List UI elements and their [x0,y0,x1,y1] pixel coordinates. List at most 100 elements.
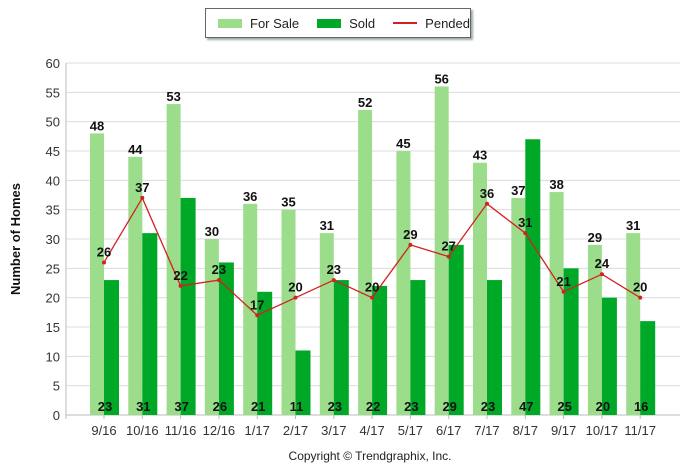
label-pended: 23 [212,262,226,277]
bar-sold [257,291,273,415]
label-for-sale: 29 [588,230,602,245]
label-sold: 16 [634,399,648,414]
bar-for-sale [473,162,487,415]
label-pended: 20 [365,280,379,295]
point-pended [561,289,566,294]
label-for-sale: 56 [434,71,448,86]
label-pended: 20 [633,280,647,295]
bar-sold [142,233,158,415]
label-sold: 22 [366,399,380,414]
point-pended [102,260,106,265]
bar-sold [563,268,579,415]
x-tick-label: 10/16 [126,423,159,438]
y-tick-label: 55 [46,85,60,100]
x-tick-label: 11/16 [165,423,197,438]
x-tick-label: 11/17 [624,423,656,438]
legend-swatch [317,18,342,28]
label-for-sale: 48 [90,118,104,133]
legend-label: Sold [349,15,376,31]
bar-for-sale [204,239,219,415]
bar-for-sale [281,209,296,415]
label-pended: 26 [97,244,111,259]
bar-sold [333,280,349,415]
bar-for-sale [396,151,411,415]
label-pended: 24 [595,256,610,271]
x-tick-label: 6/17 [436,423,461,438]
label-pended: 17 [250,297,264,312]
x-tick-label: 1/17 [245,423,270,438]
label-for-sale: 53 [166,89,180,104]
y-tick-label: 25 [46,261,60,276]
point-pended [523,231,528,236]
x-tick-label: 5/17 [398,423,423,438]
bar-sold [525,139,541,415]
label-for-sale: 43 [473,148,487,163]
bar-for-sale [128,156,143,415]
bar-for-sale [587,244,602,415]
label-sold: 11 [290,399,304,414]
label-for-sale: 38 [549,177,563,192]
bar-sold [372,285,388,415]
y-tick-label: 20 [46,291,60,306]
label-pended: 29 [403,227,417,242]
label-for-sale: 36 [243,189,257,204]
label-sold: 25 [557,399,571,414]
y-tick-label: 40 [46,173,60,188]
label-sold: 23 [481,399,495,414]
bar-sold [410,280,426,415]
point-pended [331,278,336,283]
legend-label: For Sale [250,15,300,31]
point-pended [485,201,489,206]
label-for-sale: 31 [626,218,640,233]
x-tick-label: 12/16 [203,423,236,438]
bar-sold [180,197,196,415]
label-sold: 20 [596,399,610,414]
legend-sold: Sold [317,16,375,31]
bar-sold [104,280,119,415]
label-pended: 23 [327,262,341,277]
legend-label: Pended [425,15,470,31]
bar-sold [295,350,311,415]
x-tick-label: 2/17 [283,423,308,438]
x-tick-label: 9/17 [551,423,576,438]
point-pended [255,313,260,318]
label-for-sale: 52 [358,95,372,110]
y-tick-label: 50 [46,115,60,130]
y-axis-title: Number of Homes [8,183,23,295]
y-tick-label: 15 [46,320,60,335]
point-pended [216,278,221,283]
x-tick-label: 3/17 [321,423,346,438]
x-tick-label: 7/17 [474,423,499,438]
bar-for-sale [90,133,104,415]
label-sold: 21 [251,399,265,414]
bar-sold [218,262,234,415]
point-pended [638,295,643,300]
point-pended [446,254,451,259]
x-tick-label: 9/16 [91,423,116,438]
x-tick-label: 4/17 [359,423,384,438]
legend-pended: Pended [393,16,470,31]
label-pended: 37 [135,180,149,195]
y-tick-label: 10 [46,349,60,364]
label-sold: 26 [213,399,227,414]
bar-for-sale [511,197,526,415]
legend-line [393,22,418,24]
y-tick-label: 30 [46,232,60,247]
label-pended: 27 [441,239,455,254]
legend-swatch [218,18,242,28]
label-for-sale: 44 [128,142,143,157]
label-sold: 29 [442,399,456,414]
label-pended: 22 [173,268,187,283]
label-for-sale: 45 [396,136,410,151]
legend-for-sale: For Sale [218,16,299,31]
y-tick-label: 45 [46,144,60,159]
bar-for-sale [434,86,449,415]
bar-sold [640,321,656,415]
label-pended: 21 [556,274,570,289]
point-pended [178,283,183,288]
label-sold: 23 [98,399,112,414]
y-tick-label: 5 [53,379,60,394]
bar-for-sale [626,233,641,415]
